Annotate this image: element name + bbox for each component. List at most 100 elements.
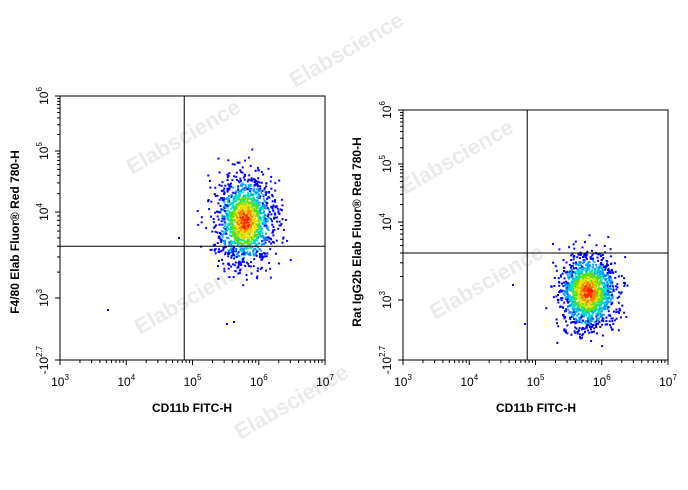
event-dot bbox=[266, 207, 269, 210]
event-dot bbox=[244, 237, 247, 239]
event-dot bbox=[574, 276, 577, 279]
event-dot bbox=[236, 254, 239, 257]
event-dot bbox=[610, 317, 613, 320]
event-dot bbox=[607, 271, 610, 274]
event-dot bbox=[604, 251, 607, 254]
event-dot bbox=[217, 277, 220, 280]
event-dot bbox=[588, 273, 591, 276]
event-dot bbox=[572, 292, 575, 295]
event-dot bbox=[586, 269, 589, 272]
event-dot bbox=[237, 241, 239, 244]
event-dot bbox=[579, 261, 582, 264]
event-dot bbox=[623, 277, 626, 280]
event-dot bbox=[263, 218, 266, 221]
event-dot bbox=[596, 301, 599, 304]
event-dot bbox=[564, 297, 567, 300]
event-dot bbox=[593, 294, 596, 297]
event-dot bbox=[573, 247, 576, 250]
event-dot bbox=[227, 224, 230, 227]
event-dot bbox=[232, 224, 235, 227]
event-dot bbox=[274, 213, 277, 216]
event-dot bbox=[256, 270, 259, 273]
event-dot bbox=[221, 217, 224, 220]
event-dot bbox=[581, 311, 584, 314]
tick-label: 106 bbox=[593, 373, 611, 389]
event-dot bbox=[552, 243, 554, 245]
event-dot bbox=[221, 258, 224, 261]
event-dot bbox=[233, 163, 236, 166]
event-dot bbox=[579, 309, 581, 312]
event-dot bbox=[229, 248, 232, 251]
event-dot bbox=[601, 289, 604, 292]
event-dot bbox=[255, 229, 258, 231]
event-dot bbox=[226, 176, 229, 179]
event-dot bbox=[588, 268, 591, 271]
event-dot bbox=[234, 231, 237, 234]
event-dot bbox=[210, 215, 213, 218]
event-dot bbox=[274, 189, 277, 192]
event-dot bbox=[572, 270, 574, 273]
event-dot bbox=[582, 294, 584, 297]
event-dot bbox=[232, 191, 235, 194]
event-dot bbox=[253, 207, 256, 210]
event-dot bbox=[243, 178, 246, 181]
event-dot bbox=[243, 198, 246, 201]
event-dot bbox=[582, 262, 585, 265]
event-dot bbox=[598, 284, 601, 287]
event-dot bbox=[242, 257, 245, 260]
event-dot bbox=[267, 167, 270, 170]
event-dot bbox=[250, 272, 253, 275]
event-dot bbox=[571, 253, 574, 256]
event-dot bbox=[574, 271, 577, 274]
event-dot bbox=[615, 308, 618, 311]
event-dot bbox=[260, 171, 263, 173]
event-dot bbox=[246, 221, 248, 223]
event-dot bbox=[259, 207, 262, 210]
event-dot bbox=[248, 203, 251, 206]
event-dot bbox=[589, 298, 592, 301]
event-dot bbox=[585, 324, 588, 327]
event-dot bbox=[254, 235, 257, 238]
event-dot bbox=[591, 313, 594, 316]
event-dot bbox=[251, 242, 254, 245]
event-dot bbox=[585, 254, 588, 257]
event-dot bbox=[603, 292, 606, 295]
event-dot bbox=[252, 188, 255, 191]
event-dot bbox=[579, 293, 582, 296]
event-dot bbox=[599, 304, 602, 307]
event-dot bbox=[591, 305, 594, 308]
event-dot bbox=[226, 216, 229, 219]
event-dot bbox=[241, 182, 244, 185]
event-dot bbox=[581, 334, 584, 337]
event-dot bbox=[258, 256, 261, 259]
event-dot bbox=[585, 288, 588, 291]
event-dot bbox=[252, 204, 255, 207]
event-dot bbox=[618, 295, 621, 298]
event-dot bbox=[233, 207, 236, 210]
event-dot bbox=[569, 311, 572, 314]
event-dot bbox=[244, 216, 247, 219]
event-dot bbox=[219, 250, 222, 253]
event-dot bbox=[251, 220, 254, 223]
event-dot bbox=[586, 316, 589, 319]
event-dot bbox=[614, 276, 617, 279]
event-dot bbox=[228, 188, 231, 191]
event-dot bbox=[589, 264, 592, 267]
event-dot bbox=[260, 181, 263, 184]
event-dot bbox=[562, 259, 565, 261]
event-dot bbox=[601, 319, 603, 322]
event-dot bbox=[587, 307, 589, 310]
event-dot bbox=[237, 251, 240, 254]
event-dot bbox=[598, 310, 601, 313]
event-dot bbox=[576, 276, 579, 279]
event-dot bbox=[232, 263, 235, 266]
event-dot bbox=[593, 303, 596, 306]
event-dot bbox=[236, 178, 238, 181]
event-dot bbox=[221, 215, 224, 218]
event-dot bbox=[593, 268, 596, 271]
event-dot bbox=[576, 332, 579, 335]
event-dot bbox=[586, 329, 589, 332]
event-dot bbox=[242, 227, 245, 230]
